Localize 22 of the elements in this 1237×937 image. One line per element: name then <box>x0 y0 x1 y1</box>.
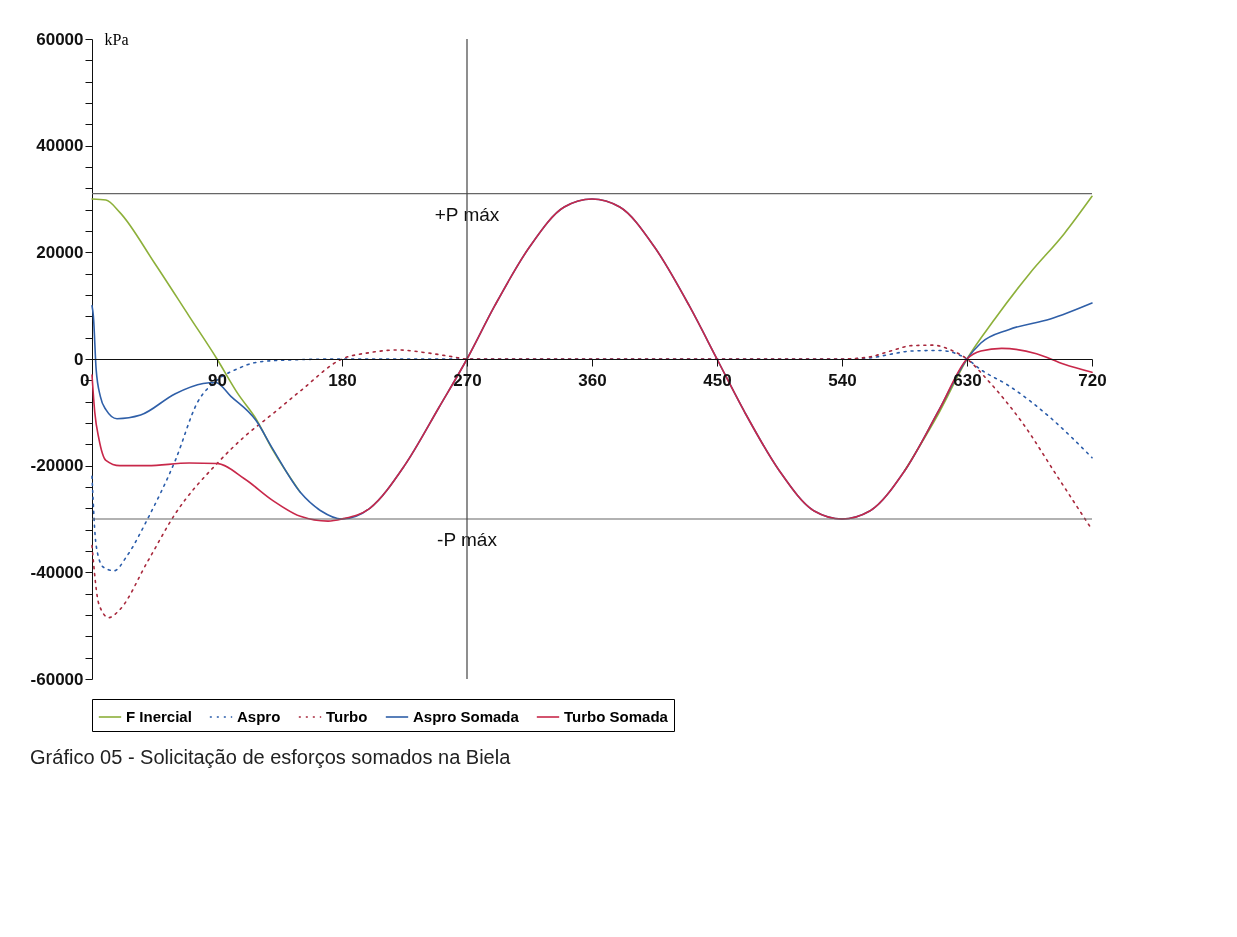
legend-label: Turbo Somada <box>564 708 669 725</box>
x-tick-label: 630 <box>953 370 982 390</box>
text: Gráfico 05 - Solicitação de esforços somados na Biela <box>30 745 512 768</box>
legend-label: Aspro <box>237 708 281 725</box>
y-axis-title: kPa <box>104 30 129 48</box>
ref-line-label: -P máx <box>437 529 498 550</box>
legend-label: F Inercial <box>126 708 192 725</box>
x-tick-label: 540 <box>828 370 857 390</box>
x-tick-label: 720 <box>1078 370 1107 390</box>
y-tick-label: -60000 <box>30 669 84 689</box>
x-tick-label: 180 <box>328 370 357 390</box>
legend-label: Aspro Somada <box>413 708 520 725</box>
y-tick-label: 0 <box>74 349 84 369</box>
y-tick-label: -20000 <box>30 456 84 476</box>
x-tick-label: 360 <box>578 370 607 390</box>
legend-label: Turbo <box>326 708 368 725</box>
ref-line-label: +P máx <box>434 203 500 225</box>
y-tick-label: -40000 <box>30 562 84 582</box>
y-tick-label: 40000 <box>36 136 84 156</box>
y-tick-label: 60000 <box>36 29 84 49</box>
y-tick-label: 20000 <box>36 242 84 262</box>
x-tick-label: 270 <box>453 370 482 390</box>
